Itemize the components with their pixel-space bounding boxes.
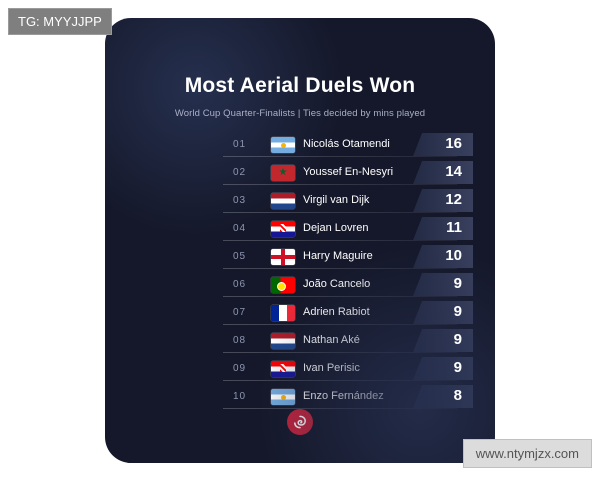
value-label: 9 bbox=[453, 275, 462, 292]
player-name: Virgil van Dijk bbox=[303, 194, 370, 206]
player-name: Nicolás Otamendi bbox=[303, 138, 390, 150]
table-row: 05 Harry Maguire 10 bbox=[105, 244, 495, 270]
url-watermark-badge: www.ntymjzx.com bbox=[462, 439, 592, 468]
infographic-card: Most Aerial Duels Won World Cup Quarter-… bbox=[105, 18, 495, 463]
table-row: 08 Nathan Aké 9 bbox=[105, 328, 495, 354]
value-chip bbox=[413, 189, 473, 212]
page-title: Most Aerial Duels Won bbox=[184, 74, 416, 97]
player-name: Harry Maguire bbox=[303, 250, 373, 262]
rank-label: 08 bbox=[233, 335, 247, 346]
player-name: Nathan Aké bbox=[303, 334, 360, 346]
value-chip bbox=[413, 273, 473, 296]
value-chip bbox=[413, 329, 473, 352]
value-chip bbox=[413, 301, 473, 324]
argentina-flag bbox=[271, 137, 295, 153]
row-divider bbox=[223, 184, 457, 185]
rank-label: 07 bbox=[233, 307, 247, 318]
value-chip bbox=[413, 357, 473, 380]
value-label: 9 bbox=[453, 359, 462, 376]
row-divider bbox=[223, 212, 457, 213]
croatia-flag bbox=[271, 361, 295, 377]
value-label: 14 bbox=[445, 163, 462, 180]
rank-label: 04 bbox=[233, 223, 247, 234]
rank-label: 09 bbox=[233, 363, 247, 374]
row-divider bbox=[223, 240, 457, 241]
row-divider bbox=[223, 408, 457, 409]
value-chip bbox=[413, 245, 473, 268]
value-label: 10 bbox=[445, 247, 462, 264]
rank-label: 06 bbox=[233, 279, 247, 290]
row-divider bbox=[223, 268, 457, 269]
table-row: 03 Virgil van Dijk 12 bbox=[105, 188, 495, 214]
portugal-flag bbox=[271, 277, 295, 293]
rank-label: 03 bbox=[233, 195, 247, 206]
argentina-flag bbox=[271, 389, 295, 405]
page-subtitle: World Cup Quarter-Finalists | Ties decid… bbox=[174, 108, 426, 119]
croatia-flag bbox=[271, 221, 295, 237]
table-row: 10 Enzo Fernández 8 bbox=[105, 384, 495, 410]
value-label: 11 bbox=[446, 219, 462, 236]
morocco-flag bbox=[271, 165, 295, 181]
telegram-watermark-badge: TG: MYYJJPP bbox=[8, 8, 112, 35]
rank-label: 05 bbox=[233, 251, 247, 262]
value-chip bbox=[413, 217, 473, 240]
row-divider bbox=[223, 156, 457, 157]
player-name: Youssef En-Nesyri bbox=[303, 166, 394, 178]
table-row: 04 Dejan Lovren 11 bbox=[105, 216, 495, 242]
value-label: 9 bbox=[453, 303, 462, 320]
france-flag bbox=[271, 305, 295, 321]
table-row: 06 João Cancelo 9 bbox=[105, 272, 495, 298]
netherlands-flag bbox=[271, 193, 295, 209]
netherlands-flag bbox=[271, 333, 295, 349]
rank-label: 10 bbox=[233, 391, 247, 402]
value-label: 16 bbox=[445, 135, 462, 152]
table-row: 09 Ivan Perisic 9 bbox=[105, 356, 495, 382]
player-name: Enzo Fernández bbox=[303, 390, 384, 402]
row-divider bbox=[223, 324, 457, 325]
row-divider bbox=[223, 380, 457, 381]
rank-label: 02 bbox=[233, 167, 247, 178]
player-name: Adrien Rabiot bbox=[303, 306, 370, 318]
value-label: 9 bbox=[453, 331, 462, 348]
value-label: 12 bbox=[445, 191, 462, 208]
player-name: João Cancelo bbox=[303, 278, 371, 290]
england-flag bbox=[271, 249, 295, 265]
row-divider bbox=[223, 296, 457, 297]
value-chip bbox=[413, 161, 473, 184]
table-row: 01 Nicolás Otamendi 16 bbox=[105, 132, 495, 158]
value-chip bbox=[413, 133, 473, 156]
ranking-list: 01 Nicolás Otamendi 16 02 Youssef En-Nesyri 1… bbox=[105, 132, 495, 412]
table-row: 07 Adrien Rabiot 9 bbox=[105, 300, 495, 326]
rank-label: 01 bbox=[233, 139, 247, 150]
row-divider bbox=[223, 352, 457, 353]
value-chip bbox=[413, 385, 473, 408]
value-label: 8 bbox=[453, 387, 462, 404]
player-name: Dejan Lovren bbox=[303, 222, 369, 234]
table-row: 02 Youssef En-Nesyri 14 bbox=[105, 160, 495, 186]
player-name: Ivan Perisic bbox=[303, 362, 360, 374]
brand-logo-icon bbox=[287, 409, 313, 435]
